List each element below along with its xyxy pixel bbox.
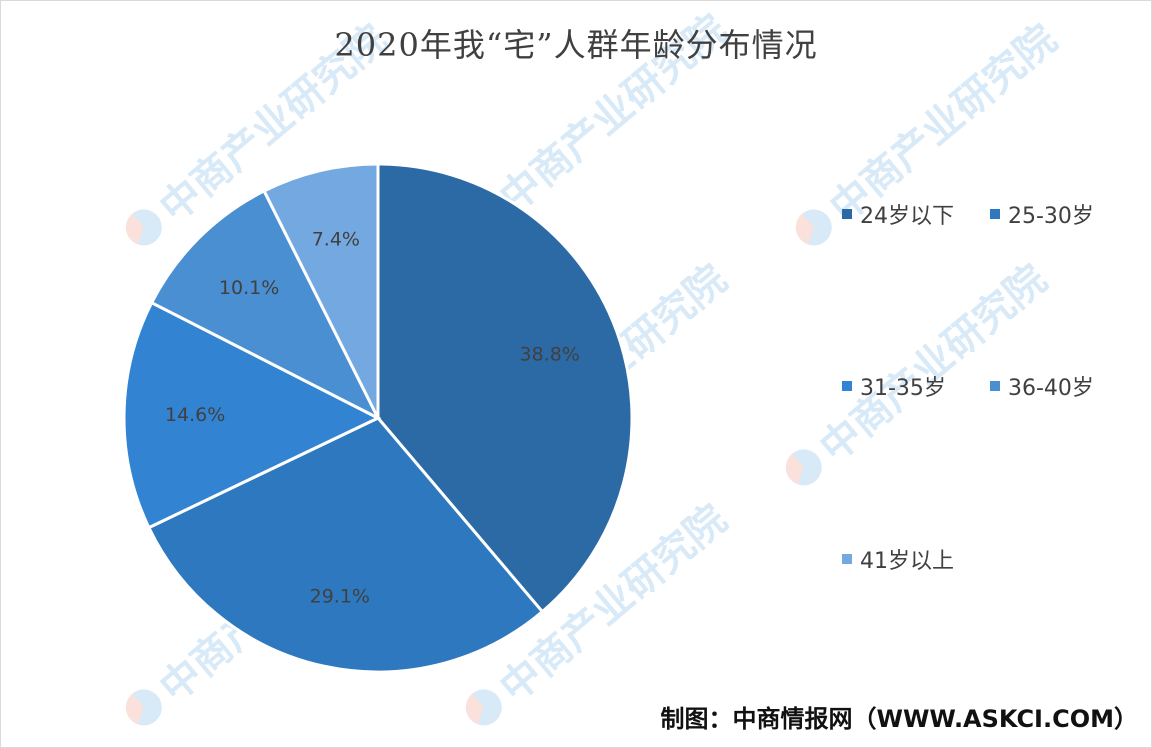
legend-item-2: 25-30岁	[990, 198, 1094, 230]
source-note: 制图：中商情报网（WWW.ASKCI.COM）	[660, 705, 1138, 733]
legend-swatch	[990, 381, 1000, 391]
slice-label-4: 10.1%	[219, 277, 279, 299]
legend-swatch	[842, 381, 852, 391]
pie-slice-3	[122, 300, 382, 530]
slice-label-2: 29.1%	[310, 585, 370, 607]
legend-item-1: 24岁以下	[842, 198, 954, 230]
legend-label: 36-40岁	[1008, 376, 1094, 401]
legend-item-4: 36-40岁	[990, 370, 1094, 402]
chart-title: 2020年我“宅”人群年龄分布情况	[334, 26, 818, 64]
slice-label-5: 7.4%	[312, 229, 360, 251]
pie-slice-4	[149, 188, 382, 422]
pie-slice-1	[376, 162, 634, 614]
legend-swatch	[990, 209, 1000, 219]
legend-label: 41岁以上	[860, 549, 954, 574]
legend-label: 31-35岁	[860, 376, 946, 401]
legend-label: 25-30岁	[1008, 204, 1094, 229]
legend-label: 24岁以下	[860, 204, 954, 229]
pie-slice-5	[262, 162, 380, 419]
legend-swatch	[842, 554, 852, 564]
slice-label-1: 38.8%	[519, 343, 579, 365]
legend-swatch	[842, 209, 852, 219]
legend-item-3: 31-35岁	[842, 370, 946, 402]
slice-label-3: 14.6%	[165, 404, 225, 426]
legend-item-5: 41岁以上	[842, 543, 954, 575]
